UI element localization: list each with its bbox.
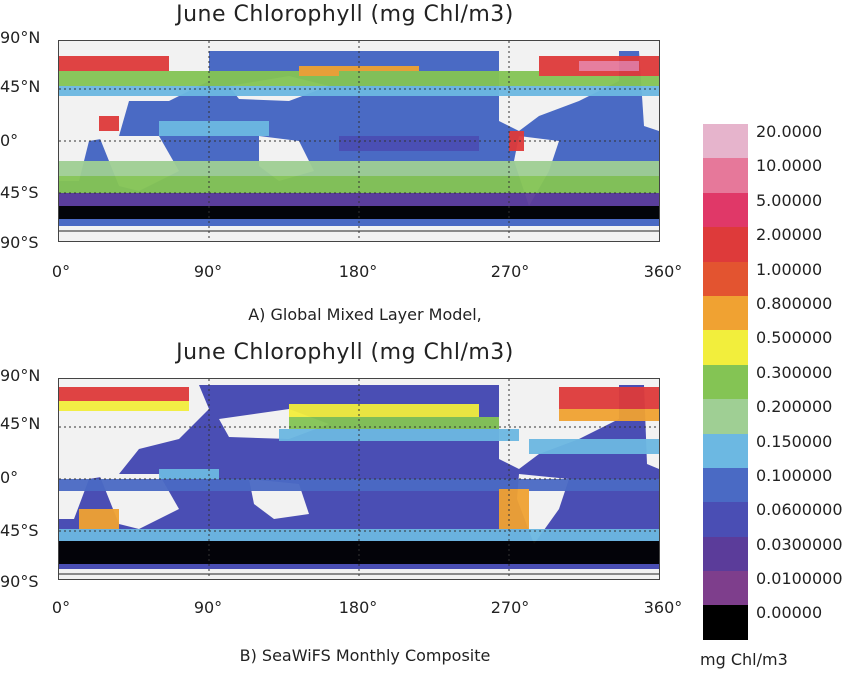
panel-model: June Chlorophyll (mg Chl/m3) 90°N 45°N 0… — [0, 0, 690, 335]
lon-label-90: 90° — [193, 262, 223, 281]
lat-label-0: 0° — [0, 468, 19, 487]
lon-label-360: 360° — [643, 262, 683, 281]
panel-title: June Chlorophyll (mg Chl/m3) — [176, 2, 514, 27]
legend-label: 2.00000 — [756, 225, 823, 245]
legend-label: 10.0000 — [756, 156, 823, 176]
lon-label-180: 180° — [338, 262, 378, 281]
legend-entry: 0.00000 — [703, 603, 850, 640]
lat-label-45s: 45°S — [0, 183, 39, 202]
legend-entry: 1.00000 — [703, 259, 850, 296]
lon-label-90: 90° — [193, 598, 223, 617]
chlorophyll-map-model — [58, 40, 660, 242]
legend-label: 0.300000 — [756, 362, 833, 382]
legend-entry: 0.800000 — [703, 293, 850, 331]
legend-label: 0.0300000 — [756, 534, 843, 554]
legend-entry: 5.00000 — [703, 190, 850, 228]
chlorophyll-map-seawifs — [58, 378, 660, 580]
color-legend: 20.0000 10.0000 5.00000 2.00000 1.00000 0.800… — [703, 124, 850, 640]
lat-label-90n: 90°N — [0, 366, 41, 385]
lat-label-45n: 45°N — [0, 414, 41, 433]
lon-label-0: 0° — [51, 262, 71, 281]
lon-label-180: 180° — [338, 598, 378, 617]
legend-entry: 10.0000 — [703, 156, 850, 193]
legend-entry: 0.100000 — [703, 465, 850, 503]
legend-swatch — [703, 295, 748, 331]
legend-entry: 0.0100000 — [703, 569, 850, 606]
legend-label: 0.100000 — [756, 465, 833, 485]
legend-swatch — [703, 364, 748, 400]
legend-entry: 0.200000 — [703, 397, 850, 434]
legend-swatch — [703, 605, 748, 640]
lat-label-90s: 90°S — [0, 233, 39, 252]
legend-swatch — [703, 192, 748, 228]
legend-swatch — [703, 261, 748, 296]
lat-label-45n: 45°N — [0, 77, 41, 96]
legend-entry: 20.0000 — [703, 122, 850, 159]
legend-swatch — [703, 124, 748, 159]
legend-swatch — [703, 467, 748, 503]
legend-entry: 0.300000 — [703, 362, 850, 400]
legend-label: 5.00000 — [756, 190, 823, 210]
legend-label: 20.0000 — [756, 122, 823, 141]
legend-label: 0.800000 — [756, 293, 833, 313]
lat-label-45s: 45°S — [0, 521, 39, 540]
lon-label-270: 270° — [490, 598, 530, 617]
legend-swatch — [703, 158, 748, 193]
legend-label: 0.0100000 — [756, 569, 843, 589]
panel-caption: B) SeaWiFS Monthly Composite — [239, 646, 491, 665]
lat-label-90n: 90°N — [0, 28, 41, 47]
legend-entry: 0.0300000 — [703, 534, 850, 572]
panel-seawifs: June Chlorophyll (mg Chl/m3) 90°N 45°N 0… — [0, 336, 690, 673]
legend-entry: 2.00000 — [703, 225, 850, 262]
legend-label: 0.500000 — [756, 328, 833, 348]
legend-swatch — [703, 399, 748, 434]
lon-label-270: 270° — [490, 262, 530, 281]
lon-label-0: 0° — [51, 598, 71, 617]
legend-label: 0.150000 — [756, 431, 833, 451]
legend-swatch — [703, 571, 748, 606]
legend-swatch — [703, 502, 748, 537]
legend-units: mg Chl/m3 — [700, 650, 788, 669]
legend-entry: 0.0600000 — [703, 500, 850, 537]
legend-label: 0.200000 — [756, 397, 833, 417]
legend-swatch — [703, 330, 748, 365]
legend-entry: 0.500000 — [703, 328, 850, 365]
legend-label: 0.0600000 — [756, 500, 843, 520]
legend-label: 1.00000 — [756, 259, 823, 279]
legend-swatch — [703, 227, 748, 262]
panel-title: June Chlorophyll (mg Chl/m3) — [176, 340, 514, 365]
lat-label-0: 0° — [0, 131, 19, 150]
legend-swatch — [703, 433, 748, 468]
legend-label: 0.00000 — [756, 603, 823, 623]
lon-label-360: 360° — [643, 598, 683, 617]
panel-caption: A) Global Mixed Layer Model, — [248, 305, 482, 324]
legend-swatch — [703, 536, 748, 572]
legend-entry: 0.150000 — [703, 431, 850, 468]
lat-label-90s: 90°S — [0, 572, 39, 591]
